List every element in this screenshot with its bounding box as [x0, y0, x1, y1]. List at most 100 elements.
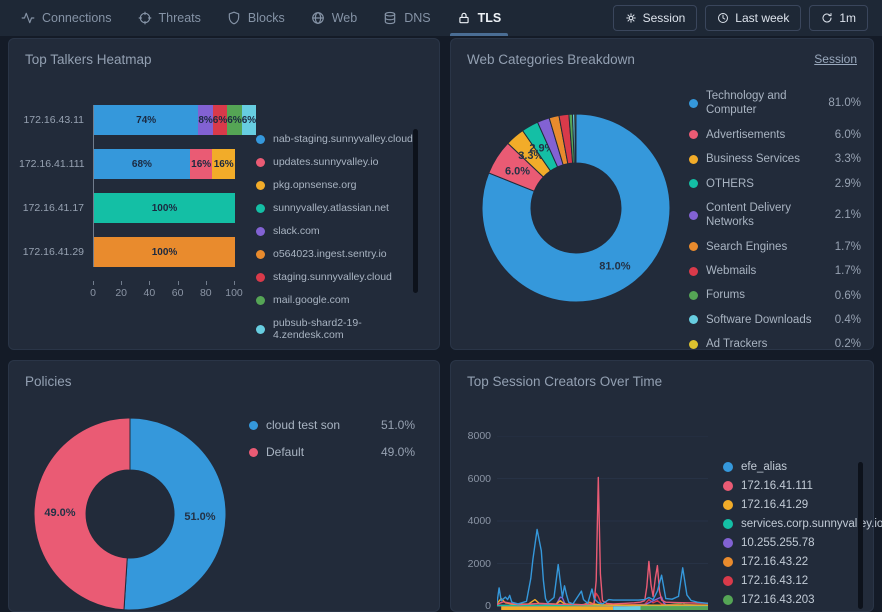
donut-slice[interactable] [33, 417, 131, 611]
legend-item[interactable]: sunnyvalley.atlassian.net [256, 202, 414, 214]
tab-label: Web [331, 11, 358, 25]
session-link[interactable]: Session [814, 52, 857, 66]
legend-item[interactable]: Technology and Computer 81.0% [689, 89, 861, 118]
legend-item[interactable]: 172.16.43.22 [723, 556, 863, 568]
bar-segment[interactable]: 100% [94, 237, 235, 267]
bar-segment[interactable]: 6% [227, 105, 242, 135]
legend-color-dot [256, 295, 265, 305]
legend-item[interactable]: pubsub-shard2-19-4.zendesk.com [256, 317, 414, 341]
top-navbar: Connections Threats Blocks Web DNS TLS Sessio… [0, 0, 882, 36]
x-tick-label: 20 [115, 287, 128, 299]
legend-color-dot [723, 500, 733, 510]
activity-icon [21, 11, 35, 25]
top-talkers-legend: nab-staging.sunnyvalley.cloud updates.sun… [256, 133, 414, 341]
legend-color-dot [256, 226, 265, 236]
tab-tls[interactable]: TLS [444, 0, 515, 36]
legend-label: pubsub-shard2-19-4.zendesk.com [273, 317, 362, 341]
legend-item[interactable]: Ad Trackers 0.2% [689, 337, 861, 351]
bar-segment[interactable]: 16% [189, 149, 213, 179]
legend-item[interactable]: Search Engines 1.7% [689, 240, 861, 254]
bar-segment[interactable]: 16% [212, 149, 235, 179]
session-creators-legend: efe_alias 172.16.41.111 172.16.41.29 servic… [723, 461, 882, 606]
x-tick-mark [93, 281, 94, 285]
legend-item[interactable]: 172.16.41.29 [723, 499, 863, 511]
1m-button[interactable]: 1m [809, 5, 868, 31]
tab-web[interactable]: Web [298, 0, 370, 36]
tab-threats[interactable]: Threats [125, 0, 214, 36]
last-week-button[interactable]: Last week [705, 5, 802, 31]
legend-label: Search Engines [706, 240, 788, 253]
legend-color-dot [689, 210, 698, 220]
y-tick-label: 2000 [467, 557, 491, 570]
legend-item[interactable]: 172.16.43.203 [723, 594, 863, 606]
legend-label: Software Downloads [706, 313, 812, 326]
legend-scrollbar[interactable] [858, 462, 863, 609]
globe-icon [311, 11, 325, 25]
legend-item[interactable]: slack.com [256, 225, 414, 237]
legend-color-dot [723, 576, 733, 586]
bar-row: 74% 8% 6% 6% 6% [94, 105, 257, 135]
legend-item[interactable]: Software Downloads 0.4% [689, 313, 861, 327]
legend-item[interactable]: staging.sunnyvalley.cloud [256, 271, 414, 283]
bar-segment[interactable]: 6% [212, 105, 228, 135]
bar-segment[interactable]: 8% [198, 105, 213, 135]
legend-value: 49.0% [380, 445, 415, 459]
bar-segment[interactable]: 74% [94, 105, 199, 135]
legend-label: sunnyvalley.atlassian.net [273, 202, 389, 214]
top-talkers-xaxis: 0 20 40 60 80 100 [90, 281, 243, 299]
donut-slice[interactable] [574, 113, 577, 164]
legend-item[interactable]: 172.16.41.111 [723, 480, 863, 492]
legend-item[interactable]: Default 49.0% [249, 445, 415, 459]
tab-dns[interactable]: DNS [370, 0, 443, 36]
session-button[interactable]: Session [612, 5, 698, 31]
legend-label: Business Services [706, 153, 800, 166]
legend-value: 0.2% [834, 338, 861, 351]
legend-item[interactable]: Advertisements 6.0% [689, 128, 861, 142]
line-series [497, 528, 708, 605]
legend-item[interactable]: o564023.ingest.sentry.io [256, 248, 414, 260]
legend-item[interactable]: OTHERS 2.9% [689, 177, 861, 191]
x-tick-label: 60 [171, 287, 184, 299]
legend-label: slack.com [273, 225, 320, 237]
donut-slice-label: 51.0% [184, 511, 215, 523]
tab-connections[interactable]: Connections [8, 0, 125, 36]
bar-category-label: 172.16.41.29 [22, 246, 84, 258]
donut-slice[interactable] [123, 417, 227, 611]
legend-item[interactable]: Webmails 1.7% [689, 264, 861, 278]
legend-item[interactable]: updates.sunnyvalley.io [256, 156, 414, 168]
legend-color-dot [256, 180, 265, 190]
bar-segment[interactable]: 100% [94, 193, 235, 223]
legend-scrollbar[interactable] [413, 129, 418, 293]
legend-color-dot [249, 420, 258, 430]
bar-segment[interactable]: 6% [241, 105, 257, 135]
donut-slice[interactable] [481, 113, 671, 303]
legend-color-dot [723, 557, 733, 567]
bar-segment[interactable]: 68% [94, 149, 190, 179]
legend-item[interactable]: mail.google.com [256, 294, 414, 306]
legend-item[interactable]: nab-staging.sunnyvalley.cloud [256, 133, 414, 145]
legend-color-dot [689, 266, 698, 276]
legend-item[interactable]: 10.255.255.78 [723, 537, 863, 549]
legend-item[interactable]: 172.16.43.12 [723, 575, 863, 587]
legend-item[interactable]: Content Delivery Networks 2.1% [689, 201, 861, 230]
legend-item[interactable]: Forums 0.6% [689, 288, 861, 302]
legend-label: Technology and Computer [706, 90, 787, 117]
tab-label: TLS [477, 11, 502, 25]
button-label: 1m [839, 11, 856, 25]
policies-donut: 51.0% 49.0% [33, 417, 227, 611]
baseline-bar [501, 605, 613, 610]
legend-label: Content Delivery Networks [706, 201, 792, 229]
legend-item[interactable]: cloud test son 51.0% [249, 418, 415, 432]
legend-item[interactable]: pkg.opnsense.org [256, 179, 414, 191]
legend-label: Ad Trackers [706, 338, 768, 351]
legend-label: 172.16.43.12 [741, 575, 809, 587]
legend-color-dot [256, 324, 265, 334]
legend-item[interactable]: Business Services 3.3% [689, 152, 861, 166]
legend-item[interactable]: services.corp.sunnyvalley.io [723, 518, 882, 530]
legend-value: 51.0% [380, 418, 415, 432]
legend-item[interactable]: efe_alias [723, 461, 863, 473]
tab-blocks[interactable]: Blocks [214, 0, 298, 36]
policies-panel: Policies 51.0% 49.0% cloud test son 51.0% D… [8, 360, 440, 612]
legend-color-dot [723, 538, 733, 548]
